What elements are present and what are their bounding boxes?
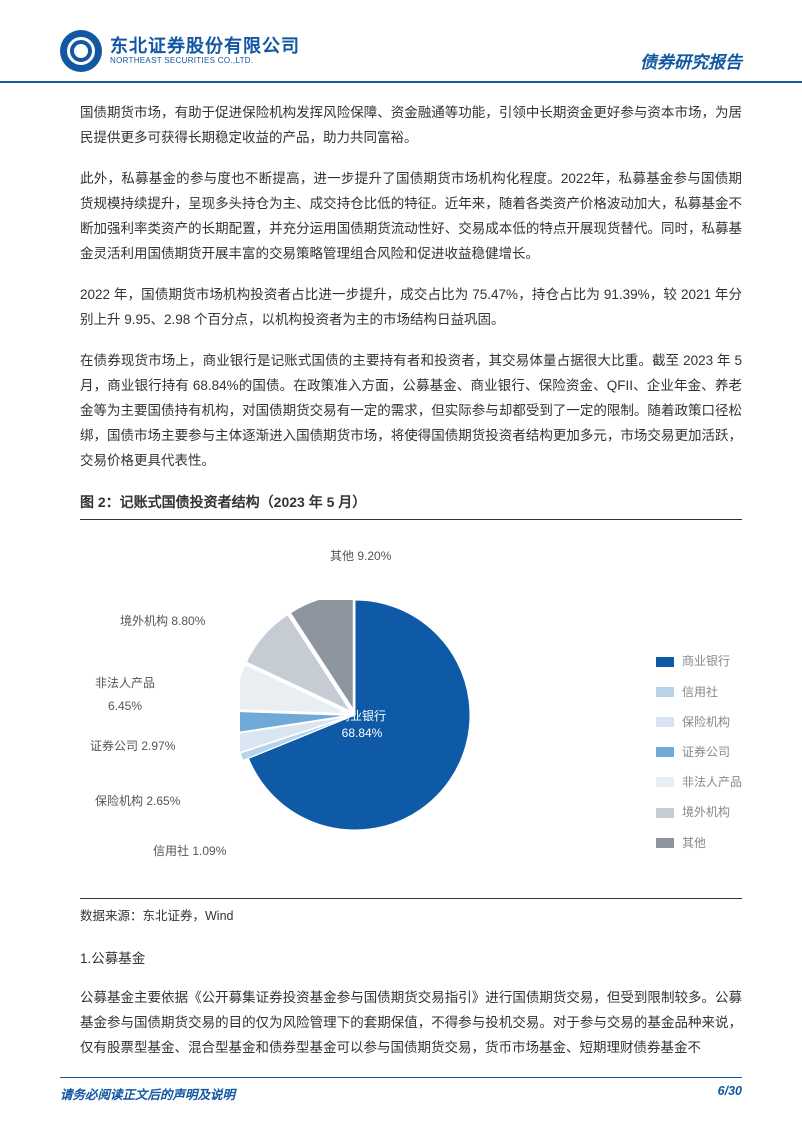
legend-label: 证券公司 [682, 741, 730, 763]
legend-swatch [656, 808, 674, 818]
company-logo-icon [60, 30, 102, 72]
pie-callout: 信用社 1.09% [153, 840, 226, 862]
pie-callout: 其他 9.20% [330, 545, 391, 567]
section-1-heading: 1.公募基金 [80, 947, 742, 972]
paragraph-4: 在债券现货市场上，商业银行是记账式国债的主要持有者和投资者，其交易体量占据很大比… [80, 349, 742, 474]
paragraph-2: 此外，私募基金的参与度也不断提高，进一步提升了国债期货市场机构化程度。2022年… [80, 167, 742, 267]
pie-callout: 证券公司 2.97% [90, 735, 175, 757]
paragraph-3: 2022 年，国债期货市场机构投资者占比进一步提升，成交占比为 75.47%，持… [80, 283, 742, 333]
legend-item: 境外机构 [656, 801, 742, 823]
chart-legend: 商业银行信用社保险机构证券公司非法人产品境外机构其他 [656, 650, 742, 861]
legend-label: 非法人产品 [682, 771, 742, 793]
pie-center-label: 商业银行68.84% [338, 708, 386, 742]
legend-label: 信用社 [682, 681, 718, 703]
legend-label: 商业银行 [682, 650, 730, 672]
logo-block: 东北证券股份有限公司 NORTHEAST SECURITIES CO.,LTD. [60, 30, 300, 72]
legend-swatch [656, 687, 674, 697]
page-number: 6/30 [718, 1084, 742, 1103]
legend-swatch [656, 657, 674, 667]
legend-item: 证券公司 [656, 741, 742, 763]
footer-disclaimer: 请务必阅读正文后的声明及说明 [60, 1084, 235, 1103]
legend-item: 商业银行 [656, 650, 742, 672]
legend-swatch [656, 717, 674, 727]
legend-item: 非法人产品 [656, 771, 742, 793]
paragraph-1: 国债期货市场，有助于促进保险机构发挥风险保障、资金融通等功能，引领中长期资金更好… [80, 101, 742, 151]
legend-swatch [656, 777, 674, 787]
pie-chart-area: 其他 9.20% 境外机构 8.80% 非法人产品6.45% 证券公司 2.97% 保险… [80, 530, 742, 890]
legend-label: 保险机构 [682, 711, 730, 733]
figure-2-title: 图 2：记账式国债投资者结构（2023 年 5 月） [80, 490, 742, 521]
document-body: 国债期货市场，有助于促进保险机构发挥风险保障、资金融通等功能，引领中长期资金更好… [0, 83, 802, 1060]
pie-callout: 境外机构 8.80% [120, 610, 205, 632]
legend-label: 其他 [682, 832, 706, 854]
company-name-en: NORTHEAST SECURITIES CO.,LTD. [110, 57, 300, 66]
report-title: 债券研究报告 [640, 48, 742, 73]
legend-item: 信用社 [656, 681, 742, 703]
legend-label: 境外机构 [682, 801, 730, 823]
pie-callout: 保险机构 2.65% [95, 790, 180, 812]
figure-source: 数据来源：东北证券，Wind [80, 898, 742, 928]
pie-callout: 非法人产品6.45% [95, 672, 155, 716]
legend-swatch [656, 747, 674, 757]
legend-item: 保险机构 [656, 711, 742, 733]
page-footer: 请务必阅读正文后的声明及说明 6/30 [60, 1077, 742, 1103]
logo-text: 东北证券股份有限公司 NORTHEAST SECURITIES CO.,LTD. [110, 37, 300, 66]
legend-item: 其他 [656, 832, 742, 854]
legend-swatch [656, 838, 674, 848]
paragraph-5: 公募基金主要依据《公开募集证券投资基金参与国债期货交易指引》进行国债期货交易，但… [80, 986, 742, 1061]
company-name-cn: 东北证券股份有限公司 [110, 37, 300, 57]
page-header: 东北证券股份有限公司 NORTHEAST SECURITIES CO.,LTD.… [0, 0, 802, 83]
